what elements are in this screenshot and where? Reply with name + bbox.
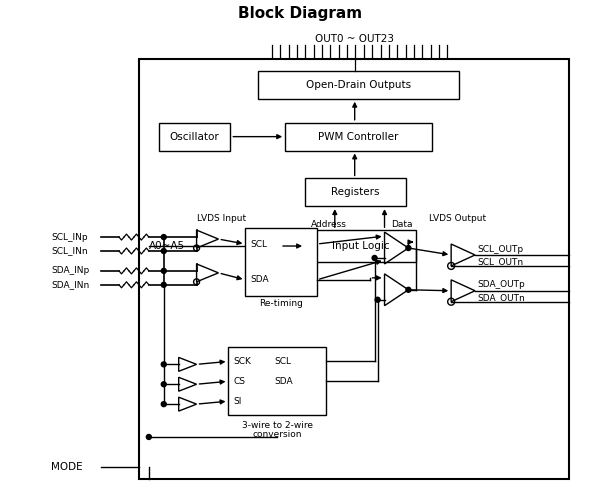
- Bar: [159, 122, 230, 150]
- Bar: [229, 348, 326, 415]
- Bar: [139, 59, 569, 478]
- Bar: [305, 178, 406, 206]
- Text: SDA_OUTn: SDA_OUTn: [477, 293, 525, 302]
- Text: 3-wire to 2-wire: 3-wire to 2-wire: [242, 420, 313, 430]
- Circle shape: [146, 434, 151, 440]
- Text: Re-timing: Re-timing: [259, 299, 303, 308]
- Text: LVDS Output: LVDS Output: [429, 214, 487, 222]
- Circle shape: [161, 382, 166, 386]
- Text: A0~A5: A0~A5: [149, 241, 185, 251]
- Text: MODE: MODE: [52, 462, 83, 472]
- Text: LVDS Input: LVDS Input: [197, 214, 246, 222]
- Bar: [258, 71, 459, 99]
- Circle shape: [161, 282, 166, 288]
- Circle shape: [406, 288, 411, 292]
- Text: Block Diagram: Block Diagram: [238, 6, 362, 21]
- Bar: [305, 230, 416, 262]
- Text: PWM Controller: PWM Controller: [319, 132, 399, 141]
- Circle shape: [161, 234, 166, 240]
- Text: SCL_OUTp: SCL_OUTp: [477, 244, 523, 254]
- Circle shape: [161, 402, 166, 406]
- Circle shape: [161, 248, 166, 254]
- Text: SCL_INp: SCL_INp: [52, 232, 88, 241]
- Text: SCL: SCL: [274, 357, 291, 366]
- Bar: [245, 228, 317, 296]
- Circle shape: [161, 268, 166, 274]
- Text: Input Logic: Input Logic: [332, 241, 389, 251]
- Text: OUT0 ~ OUT23: OUT0 ~ OUT23: [315, 34, 394, 44]
- Text: Data: Data: [391, 220, 412, 228]
- Text: SCL_OUTn: SCL_OUTn: [477, 258, 523, 266]
- Bar: [285, 122, 432, 150]
- Text: SI: SI: [233, 396, 242, 406]
- Text: Address: Address: [311, 220, 347, 228]
- Text: Open-Drain Outputs: Open-Drain Outputs: [306, 80, 411, 90]
- Text: SDA: SDA: [250, 276, 269, 284]
- Text: CS: CS: [233, 377, 245, 386]
- Circle shape: [161, 362, 166, 367]
- Text: SDA_INn: SDA_INn: [52, 280, 89, 289]
- Circle shape: [406, 246, 411, 250]
- Text: SDA_INp: SDA_INp: [52, 266, 89, 276]
- Text: SCL: SCL: [250, 240, 267, 248]
- Text: Oscillator: Oscillator: [170, 132, 220, 141]
- Text: SCL_INn: SCL_INn: [52, 246, 88, 256]
- Text: conversion: conversion: [253, 430, 302, 440]
- Text: SDA_OUTp: SDA_OUTp: [477, 280, 525, 289]
- Text: SCK: SCK: [233, 357, 251, 366]
- Text: SDA: SDA: [274, 377, 293, 386]
- Text: Registers: Registers: [331, 188, 380, 198]
- Circle shape: [375, 297, 380, 302]
- Circle shape: [372, 256, 377, 260]
